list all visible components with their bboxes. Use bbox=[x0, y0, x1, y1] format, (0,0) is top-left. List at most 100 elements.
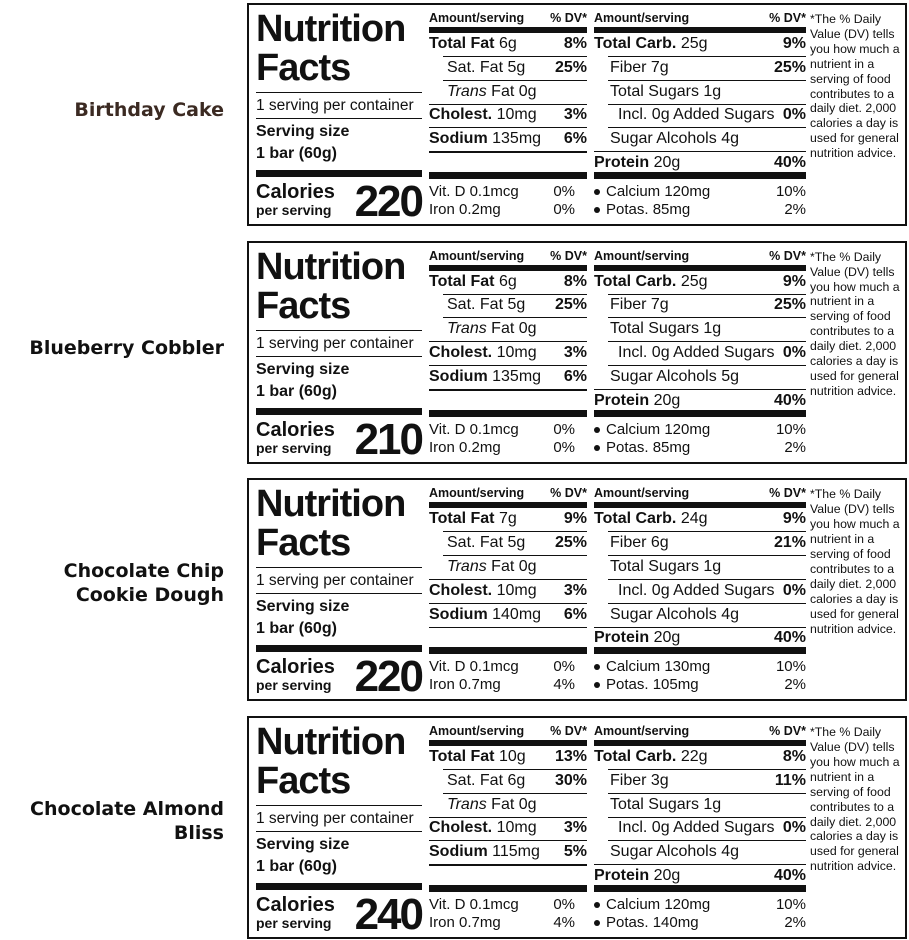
nutrition-label: Nutrition Facts 1 serving per container Ser… bbox=[247, 3, 907, 226]
row-line bbox=[429, 626, 587, 628]
nutrition-label: Nutrition Facts 1 serving per container Ser… bbox=[247, 240, 907, 464]
divider bbox=[594, 885, 806, 893]
daily-value: 25% bbox=[554, 58, 587, 76]
row-line bbox=[443, 293, 587, 295]
nutrient-amount: 140mg bbox=[492, 605, 542, 623]
row-line bbox=[608, 317, 806, 319]
nutrition-label: Nutrition Facts 1 serving per container Ser… bbox=[247, 716, 907, 940]
nutrient-row: Sodium 135mg bbox=[429, 368, 541, 385]
servings: 1 serving per container bbox=[256, 572, 414, 590]
nutrient-name: Protein bbox=[594, 867, 650, 885]
vitamin: Vit. D 0.1mcg bbox=[429, 420, 519, 438]
nutrient-amount: 10g bbox=[498, 748, 526, 766]
nutrient-amount: 10mg bbox=[496, 581, 537, 599]
nutrient-name: Protein bbox=[594, 629, 650, 647]
divider bbox=[256, 118, 422, 119]
calories-value: 220 bbox=[354, 652, 424, 702]
divider bbox=[256, 883, 422, 891]
nutrient-name: Sat. Fat bbox=[447, 771, 504, 789]
nutrient-row: Sat. Fat 5g bbox=[447, 59, 525, 76]
vitamin-dv: 10% bbox=[775, 658, 806, 676]
nutrient-amount: 6g bbox=[650, 534, 669, 552]
divider bbox=[429, 264, 587, 271]
row-line bbox=[429, 389, 587, 391]
vitamin: Vit. D 0.1mcg bbox=[429, 658, 519, 676]
vitamin-dv: 4% bbox=[553, 914, 575, 932]
daily-value: 40% bbox=[773, 154, 806, 171]
serving-size: 1 bar (60g) bbox=[256, 382, 337, 400]
vitamin: Potas. 85mg bbox=[606, 438, 691, 456]
nutrient-amount: 20g bbox=[653, 154, 681, 171]
nutrient-row: Fiber 7g bbox=[610, 297, 669, 313]
nutrient-row: Sugar Alcohols 5g bbox=[610, 367, 739, 385]
nutrient-amount: 6g bbox=[498, 35, 517, 52]
nutrient-name: Sodium bbox=[429, 605, 488, 623]
row-line bbox=[608, 103, 806, 105]
row-line bbox=[429, 627, 587, 629]
daily-value: 25% bbox=[773, 58, 806, 76]
nutrient-name: Trans bbox=[447, 82, 487, 100]
nutrient-name: Total Sugars bbox=[610, 320, 699, 338]
nutrient-name: Sugar Alcohols bbox=[610, 130, 717, 148]
bullet bbox=[594, 682, 600, 689]
nutrient-name: Total Carb. bbox=[594, 510, 677, 528]
nutrient-row: Trans Fat 0g bbox=[447, 557, 537, 575]
vitamin: Calcium 120mg bbox=[606, 420, 711, 438]
divider bbox=[256, 407, 422, 415]
calories-label: Calories bbox=[256, 418, 335, 441]
vitamin-dv: 0% bbox=[553, 658, 575, 676]
title-line: Nutrition bbox=[256, 721, 406, 764]
divider bbox=[594, 740, 806, 747]
calories-label: Calories bbox=[256, 181, 335, 203]
row-line bbox=[594, 151, 806, 153]
nutrient-amount: 4g bbox=[721, 130, 739, 148]
nutrient-amount: 6g bbox=[498, 272, 517, 290]
nutrient-name: Cholest. bbox=[429, 344, 493, 362]
nutrient-amount: 10mg bbox=[496, 819, 537, 837]
nutrient-row: Cholest. 10mg bbox=[429, 581, 537, 599]
product-name: Chocolate Almond Bliss bbox=[30, 798, 224, 845]
divider bbox=[256, 92, 422, 93]
vitamin: Vit. D 0.1mcg bbox=[429, 896, 519, 914]
bullet bbox=[594, 444, 600, 451]
row-line bbox=[443, 555, 587, 557]
nutrient-amount: 4g bbox=[721, 605, 739, 623]
column-header: % DV* bbox=[769, 248, 806, 263]
nutrient-row: Trans Fat 0g bbox=[447, 321, 537, 337]
serving-size: 1 bar (60g) bbox=[256, 620, 337, 638]
bullet bbox=[594, 920, 600, 927]
nutrient-row: Total Carb. 22g bbox=[594, 749, 708, 765]
nutrient-amount: 1g bbox=[703, 557, 722, 575]
row-line bbox=[608, 840, 806, 842]
nutrient-row: Total Sugars 1g bbox=[610, 796, 721, 813]
row-line bbox=[429, 864, 587, 866]
nutrient-row: Cholest. 10mg bbox=[429, 820, 537, 836]
nutrient-amount: 4g bbox=[721, 843, 739, 861]
nutrient-amount: 20g bbox=[653, 867, 681, 885]
nutrient-name: Sugar Alcohols bbox=[610, 605, 717, 623]
bullet bbox=[594, 426, 600, 433]
vitamin-dv: 0% bbox=[553, 420, 575, 438]
nutrient-row: Total Sugars 1g bbox=[610, 321, 721, 337]
nutrient-amount: 5g bbox=[721, 367, 739, 385]
column-header: % DV* bbox=[550, 486, 587, 501]
nutrient-row: Total Sugars 1g bbox=[610, 557, 722, 575]
divider bbox=[256, 567, 422, 569]
nutrient-name: Trans bbox=[447, 557, 487, 575]
row-line bbox=[608, 792, 806, 794]
row-line bbox=[429, 365, 587, 367]
nutrient-name: Total Fat bbox=[429, 272, 495, 290]
daily-value: 5% bbox=[563, 843, 587, 861]
row-line bbox=[594, 864, 806, 866]
daily-value: 3% bbox=[563, 106, 587, 124]
footnote: *The % Daily Value (DV) tells you how mu… bbox=[810, 725, 900, 874]
nutrient-row: Protein 20g bbox=[594, 630, 680, 646]
vitamin-dv: 10% bbox=[775, 896, 806, 914]
nutrient-row: Sugar Alcohols 4g bbox=[610, 844, 739, 860]
divider bbox=[256, 329, 422, 331]
row-line bbox=[608, 602, 806, 604]
nutrient-row: Cholest. 10mg bbox=[429, 107, 537, 123]
serving-size-label: Serving size bbox=[256, 360, 350, 378]
nutrient-name: Total Fat bbox=[429, 510, 495, 528]
daily-value: 40% bbox=[773, 867, 806, 885]
